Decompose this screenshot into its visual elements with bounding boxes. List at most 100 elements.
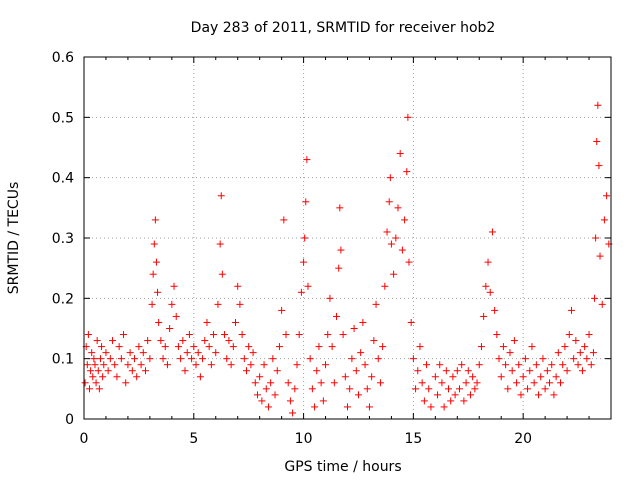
data-point (346, 385, 354, 393)
data-point (269, 355, 277, 363)
data-point (289, 409, 297, 417)
data-point (278, 306, 286, 314)
data-point (502, 361, 510, 369)
data-point (104, 367, 112, 375)
data-point (526, 367, 534, 375)
data-point (361, 361, 369, 369)
x-tick-label: 0 (80, 431, 89, 447)
y-tick-label: 0.3 (52, 231, 74, 247)
data-point (139, 349, 147, 357)
data-point (394, 204, 402, 212)
data-point (126, 349, 134, 357)
data-point (311, 403, 319, 411)
data-point (521, 355, 529, 363)
data-point (493, 331, 501, 339)
y-tick-label: 0.6 (52, 50, 74, 66)
data-point (214, 300, 222, 308)
data-point (236, 300, 244, 308)
data-point (260, 361, 268, 369)
data-point (484, 258, 492, 266)
data-point (297, 288, 305, 296)
data-point (150, 240, 158, 248)
data-point (480, 312, 488, 320)
data-point (111, 361, 119, 369)
data-point (282, 331, 290, 339)
data-point (170, 282, 178, 290)
data-point (154, 288, 162, 296)
data-point (113, 373, 121, 381)
data-point (93, 337, 101, 345)
data-point (541, 385, 549, 393)
data-point (535, 391, 543, 399)
data-point (166, 325, 174, 332)
data-point (449, 373, 457, 381)
data-point (135, 343, 143, 351)
data-point (370, 337, 378, 345)
data-point (85, 385, 93, 393)
data-point (462, 379, 470, 387)
data-point (581, 343, 589, 351)
data-point (232, 318, 240, 326)
data-point (495, 355, 503, 363)
data-point (398, 246, 406, 254)
data-point (591, 294, 599, 302)
data-point (333, 312, 341, 320)
data-point (157, 337, 165, 345)
data-point (407, 318, 415, 326)
data-point (350, 325, 358, 332)
y-tick-label: 0.1 (52, 352, 74, 368)
data-point (192, 361, 200, 369)
data-point (247, 361, 255, 369)
data-point (539, 355, 547, 363)
data-point (106, 355, 114, 363)
data-point (344, 403, 351, 411)
data-point (537, 373, 545, 381)
data-point (258, 397, 266, 405)
data-point (122, 379, 130, 387)
data-point (284, 379, 292, 387)
data-point (499, 343, 507, 351)
data-point (300, 258, 308, 266)
data-point (374, 355, 382, 363)
data-point (280, 216, 288, 224)
data-point (190, 343, 198, 351)
data-point (339, 331, 347, 339)
data-point (592, 234, 600, 242)
data-point (92, 379, 100, 387)
data-point (256, 373, 264, 381)
data-point (179, 337, 187, 345)
data-point (392, 234, 400, 242)
data-point (227, 361, 235, 369)
data-point (218, 270, 226, 278)
data-point (403, 168, 411, 176)
data-point (238, 331, 246, 339)
data-point (326, 294, 334, 302)
data-point (94, 367, 102, 375)
data-point (593, 137, 601, 145)
data-point (585, 331, 593, 339)
data-point (453, 367, 461, 375)
y-tick-label: 0 (65, 412, 74, 428)
data-point (100, 361, 108, 369)
data-point (445, 385, 453, 393)
data-point (262, 385, 270, 393)
data-point (303, 156, 311, 164)
data-point (561, 343, 569, 351)
data-point (251, 379, 259, 387)
data-point (359, 318, 367, 326)
data-point (89, 373, 97, 381)
data-point (181, 367, 189, 375)
data-point (324, 331, 332, 339)
data-point (81, 379, 89, 387)
data-point (466, 391, 474, 399)
data-point (336, 204, 344, 212)
data-point (405, 258, 413, 266)
data-point (131, 355, 139, 363)
data-point (291, 385, 299, 393)
data-point (335, 264, 343, 272)
data-point (207, 361, 215, 369)
y-tick-label: 0.4 (52, 171, 74, 187)
data-point (436, 361, 444, 369)
data-point (473, 379, 481, 387)
data-point (99, 373, 107, 381)
